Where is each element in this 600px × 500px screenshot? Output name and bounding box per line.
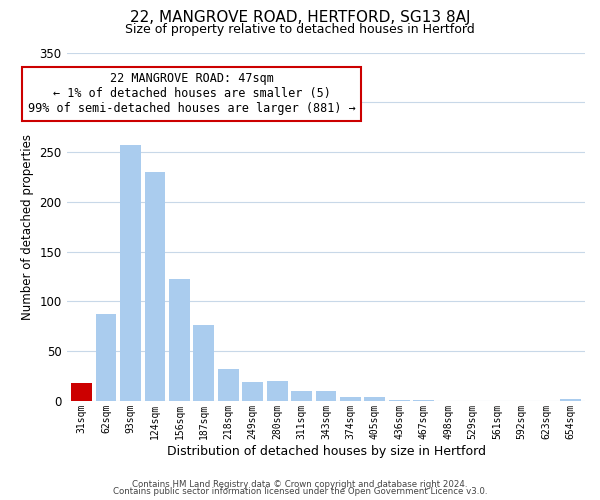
- Text: 22 MANGROVE ROAD: 47sqm
← 1% of detached houses are smaller (5)
99% of semi-deta: 22 MANGROVE ROAD: 47sqm ← 1% of detached…: [28, 72, 355, 116]
- Bar: [364, 397, 385, 401]
- Bar: [193, 326, 214, 401]
- Bar: [291, 391, 312, 401]
- Text: Contains public sector information licensed under the Open Government Licence v3: Contains public sector information licen…: [113, 487, 487, 496]
- Bar: [267, 381, 287, 401]
- Y-axis label: Number of detached properties: Number of detached properties: [20, 134, 34, 320]
- Text: Size of property relative to detached houses in Hertford: Size of property relative to detached ho…: [125, 22, 475, 36]
- Bar: [218, 369, 239, 401]
- Bar: [340, 397, 361, 401]
- Bar: [389, 400, 410, 401]
- Bar: [413, 400, 434, 401]
- Bar: [145, 172, 166, 401]
- Bar: [560, 399, 581, 401]
- Bar: [120, 145, 141, 401]
- Bar: [96, 314, 116, 401]
- Bar: [316, 391, 337, 401]
- Bar: [242, 382, 263, 401]
- Bar: [71, 383, 92, 401]
- Text: Contains HM Land Registry data © Crown copyright and database right 2024.: Contains HM Land Registry data © Crown c…: [132, 480, 468, 489]
- Bar: [169, 280, 190, 401]
- Text: 22, MANGROVE ROAD, HERTFORD, SG13 8AJ: 22, MANGROVE ROAD, HERTFORD, SG13 8AJ: [130, 10, 470, 25]
- X-axis label: Distribution of detached houses by size in Hertford: Distribution of detached houses by size …: [167, 444, 485, 458]
